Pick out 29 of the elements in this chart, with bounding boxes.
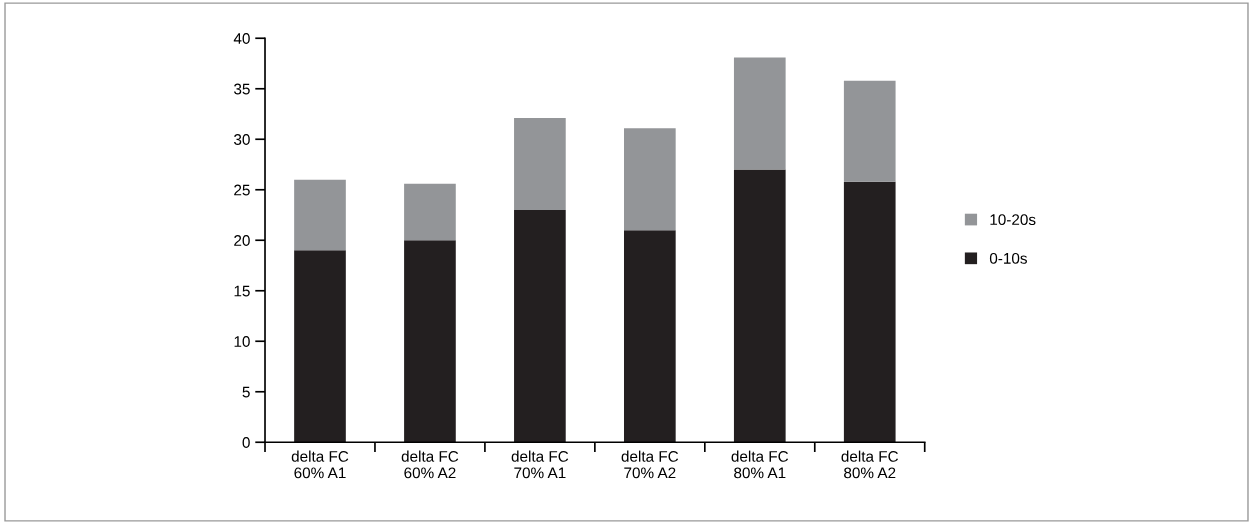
bar [624, 128, 676, 231]
y-tick-label: 40 [233, 33, 250, 44]
bar [294, 179, 346, 251]
y-tick-label: 10 [234, 336, 250, 347]
bar [404, 240, 456, 443]
bar [733, 169, 786, 443]
bar [843, 181, 896, 443]
bar [514, 209, 566, 443]
bar [843, 80, 896, 182]
y-tick-label: 25 [234, 184, 250, 196]
x-tick-label: delta FC 60% A1 [291, 450, 349, 479]
legend-label: 0-10s [989, 252, 1027, 264]
x-tick-label: delta FC 60% A2 [401, 450, 459, 479]
y-tick-label: 0 [242, 437, 250, 448]
bar [294, 250, 346, 443]
x-tick-label: delta FC 70% A2 [621, 450, 679, 479]
bar [624, 230, 676, 443]
y-tick-label: 5 [242, 386, 250, 398]
bar [514, 118, 566, 210]
y-tick-label: 30 [234, 134, 250, 145]
x-tick-label: delta FC 80% A2 [841, 450, 899, 479]
x-tick-label: delta FC 80% A1 [731, 450, 789, 479]
x-tick-label: delta FC 70% A1 [511, 450, 569, 479]
bar [733, 57, 786, 170]
y-tick-label: 20 [234, 235, 250, 246]
bar [404, 183, 456, 241]
y-tick-label: 15 [234, 285, 250, 297]
y-tick-label: 35 [234, 83, 250, 95]
legend-label: 10-20s [990, 214, 1036, 226]
